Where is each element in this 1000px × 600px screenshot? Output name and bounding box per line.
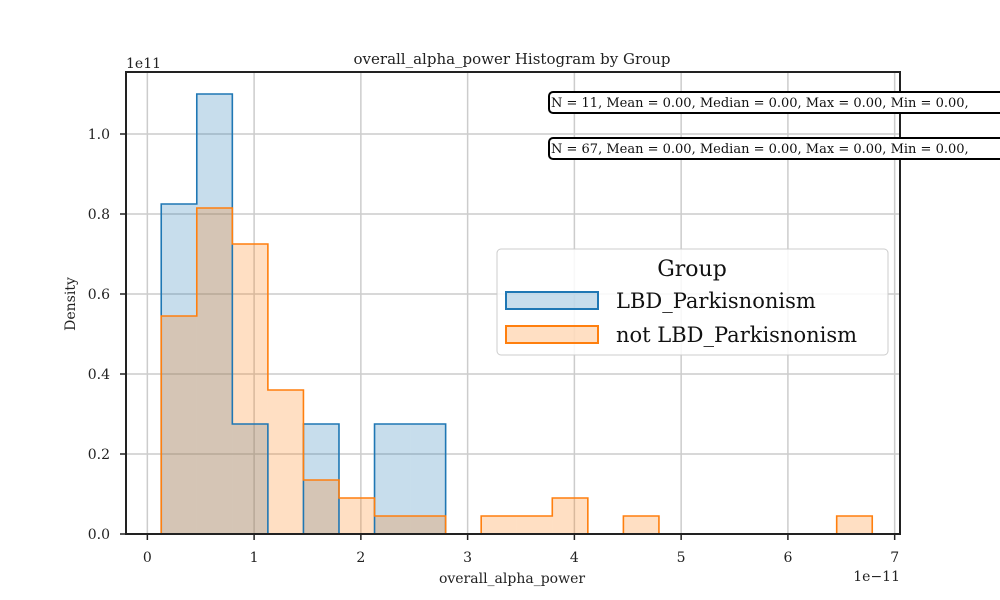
- x-tick-label: 7: [890, 550, 899, 566]
- x-tick-label: 1: [250, 550, 259, 566]
- histogram-bar-not-lbd: [836, 516, 873, 534]
- histogram-bars: [161, 94, 873, 534]
- y-axis-ticks: 0.0 0.2 0.4 0.6 0.8 1.0: [88, 127, 126, 543]
- legend-swatch-lbd: [505, 291, 599, 310]
- histogram-bar-not-lbd: [161, 316, 197, 534]
- histogram-bar-lbd: [161, 204, 197, 534]
- legend: Group LBD_Parkisnonism not LBD_Parkisnon…: [496, 248, 889, 356]
- y-tick-label: 0.6: [88, 287, 110, 303]
- histogram-bar-not-lbd: [516, 516, 553, 534]
- y-tick-label: 0.4: [88, 367, 110, 383]
- histogram-bar-not-lbd: [196, 208, 233, 534]
- stat-text-2: N = 67, Mean = 0.00, Median = 0.00, Max …: [551, 142, 969, 157]
- x-scale-label: 1e−11: [853, 569, 900, 585]
- legend-swatch-not-lbd: [505, 325, 599, 344]
- histogram-bar-not-lbd: [303, 480, 339, 534]
- histogram-bar-not-lbd: [338, 498, 375, 534]
- stat-boxes: N = 11, Mean = 0.00, Median = 0.00, Max …: [548, 91, 1000, 160]
- x-tick-label: 2: [356, 550, 365, 566]
- histogram-bar-not-lbd: [232, 244, 268, 534]
- x-tick-label: 4: [570, 550, 579, 566]
- histogram-bar-not-lbd: [410, 516, 446, 534]
- histogram-bar-not-lbd: [374, 516, 411, 534]
- y-tick-label: 1.0: [88, 127, 110, 143]
- y-tick-label: 0.8: [88, 207, 110, 223]
- x-axis-label: overall_alpha_power: [439, 571, 585, 587]
- stat-text-1: N = 11, Mean = 0.00, Median = 0.00, Max …: [551, 96, 969, 111]
- histogram-bar-not-lbd: [481, 516, 517, 534]
- x-tick-label: 0: [143, 550, 152, 566]
- y-scale-label: 1e11: [126, 56, 161, 72]
- histogram-bar-lbd: [303, 424, 339, 534]
- histogram-bar-not-lbd: [267, 390, 304, 534]
- x-tick-label: 6: [783, 550, 792, 566]
- chart-title: overall_alpha_power Histogram by Group: [354, 50, 671, 68]
- y-tick-label: 0.2: [88, 447, 110, 463]
- x-axis-ticks: 0 1 2 3 4 5 6 7: [143, 534, 899, 566]
- legend-frame: [496, 248, 889, 356]
- y-tick-label: 0.0: [88, 527, 110, 543]
- histogram-bar-lbd: [196, 94, 233, 534]
- legend-label-not-lbd: not LBD_Parkisnonism: [616, 323, 857, 347]
- histogram-bar-not-lbd: [623, 516, 659, 534]
- histogram-bar-not-lbd: [552, 498, 588, 534]
- legend-label-lbd: LBD_Parkisnonism: [616, 289, 816, 313]
- legend-title: Group: [657, 257, 727, 282]
- y-axis-label: Density: [63, 277, 79, 331]
- stat-box-2: [548, 137, 1000, 160]
- plot-frame: [125, 71, 901, 535]
- stat-box-1: [548, 91, 1000, 114]
- histogram-bar-lbd: [232, 424, 268, 534]
- x-tick-label: 5: [677, 550, 686, 566]
- x-tick-label: 3: [463, 550, 472, 566]
